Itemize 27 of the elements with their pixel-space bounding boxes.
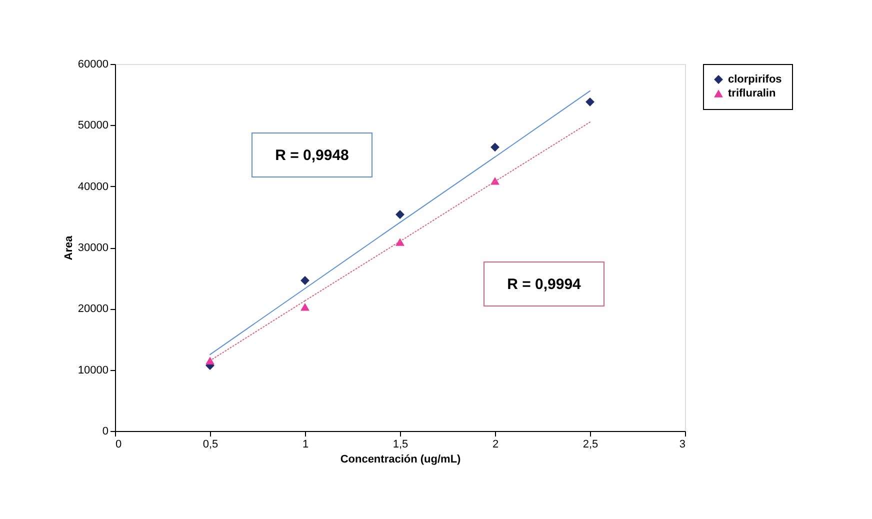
y-tick-label: 0: [102, 426, 108, 438]
annotation: R = 0,9994: [507, 276, 582, 293]
y-tick-label: 60000: [78, 58, 108, 70]
point: [396, 210, 404, 219]
point: [586, 97, 594, 106]
point: [206, 356, 214, 365]
point: [300, 302, 310, 311]
x-axis-title: Concentración (ug/mL): [340, 454, 462, 466]
x-tick-label: 3: [679, 438, 686, 450]
x-tick-label: 0: [116, 438, 122, 450]
y-axis-title: Area: [62, 234, 75, 260]
y-tick-label: 30000: [78, 242, 108, 254]
y-tick-label: 10000: [78, 364, 108, 376]
x-tick-label: 2,5: [582, 438, 598, 450]
x-tick-label: 1,5: [392, 438, 408, 450]
point: [490, 142, 500, 152]
annotation: R = 0,9948: [275, 147, 349, 164]
x-tick-label: 0,5: [202, 438, 218, 450]
y-tick-label: 40000: [78, 180, 108, 193]
legend-label: clorpirifos: [728, 74, 782, 86]
legend-label: trifluralin: [728, 88, 776, 100]
point: [300, 276, 310, 285]
x-tick-label: 2: [492, 438, 499, 450]
point: [396, 238, 404, 246]
x-tick-label: 1: [302, 438, 309, 450]
y-tick-label: 50000: [78, 120, 108, 132]
y-tick-label: 20000: [78, 303, 108, 316]
